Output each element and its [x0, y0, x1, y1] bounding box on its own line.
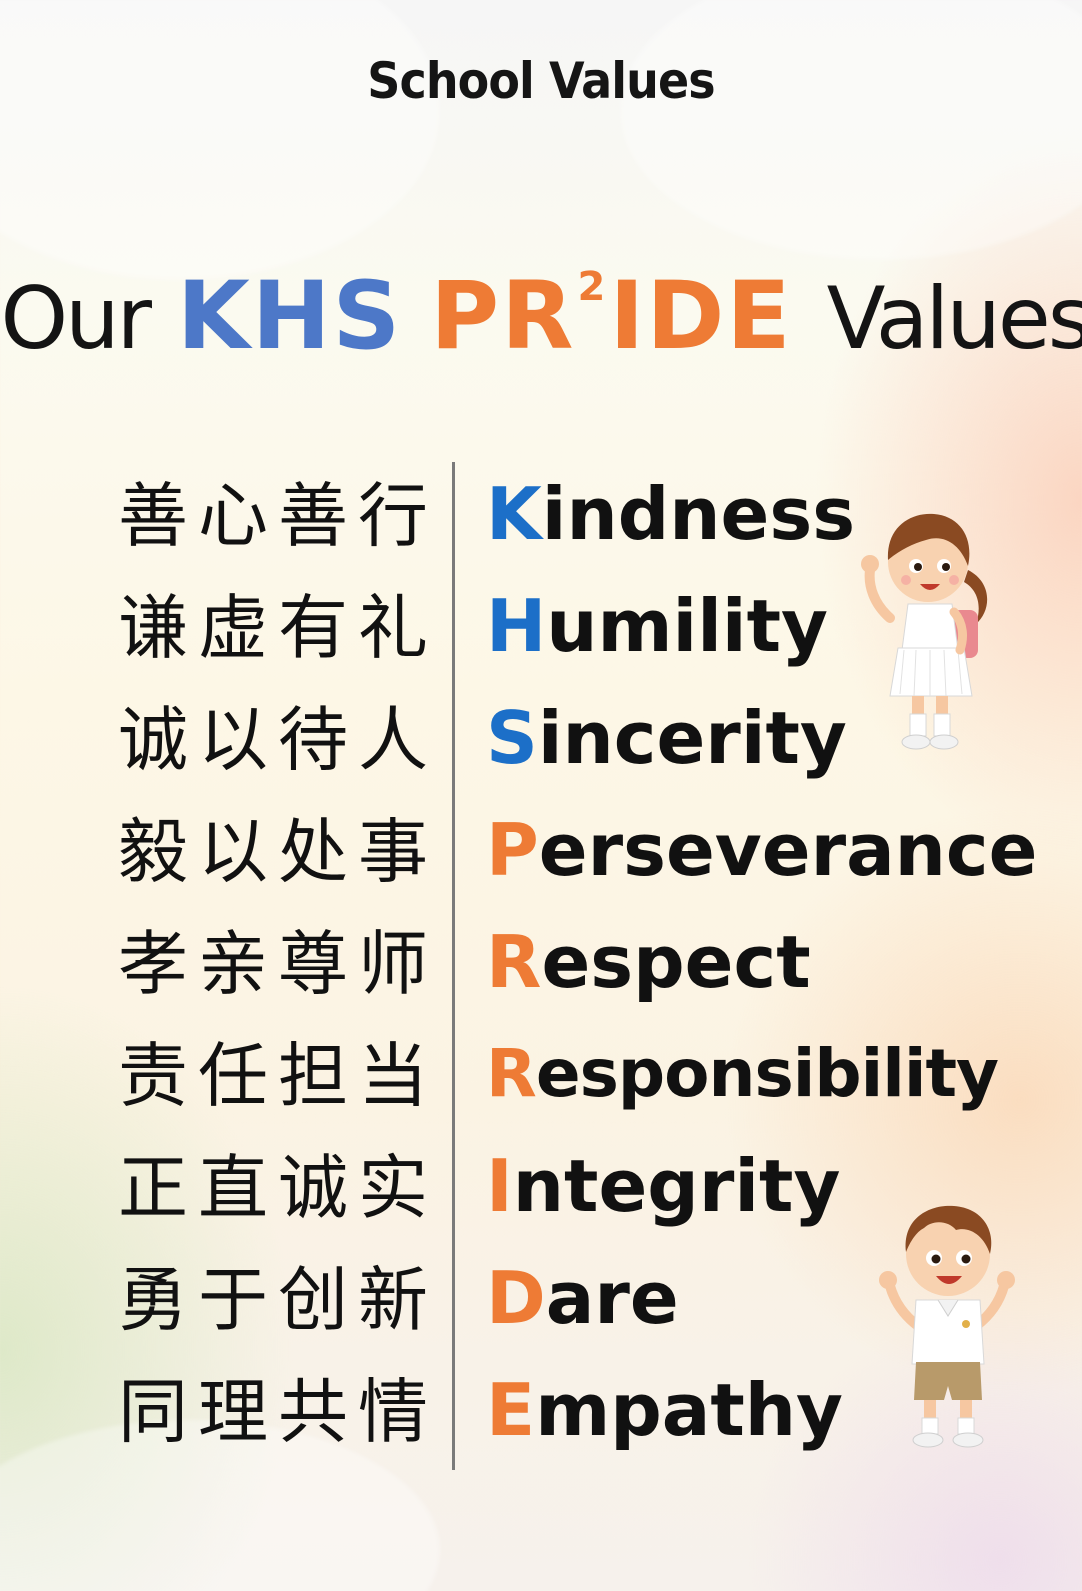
value-chinese: 正直诚实 — [118, 1147, 438, 1229]
value-row: 诚以待人 Sincerity — [0, 684, 1082, 796]
column-divider — [452, 462, 455, 1470]
value-row: 勇于创新 Dare — [0, 1244, 1082, 1356]
value-english: Responsibility — [486, 1032, 999, 1116]
value-row: 同理共情 Empathy — [0, 1356, 1082, 1468]
value-english: Sincerity — [486, 696, 847, 780]
value-initial: P — [486, 808, 539, 892]
boy-illustration — [879, 1205, 1015, 1448]
value-row: 正直诚实 Integrity — [0, 1132, 1082, 1244]
value-rest: espect — [541, 920, 811, 1004]
banner-khs: KHS — [177, 262, 403, 371]
value-initial: R — [486, 1035, 537, 1112]
value-initial: S — [486, 696, 538, 780]
value-initial: I — [486, 1144, 513, 1228]
value-english: Integrity — [486, 1144, 840, 1228]
value-chinese: 责任担当 — [118, 1035, 438, 1117]
banner-pride-superscript: 2 — [577, 264, 608, 310]
value-chinese: 勇于创新 — [118, 1259, 438, 1341]
value-rest: incerity — [537, 696, 847, 780]
value-rest: are — [545, 1256, 679, 1340]
banner-pride-pre: PR — [430, 262, 576, 371]
banner-pride-post: IDE — [609, 262, 793, 371]
value-chinese: 善心善行 — [118, 475, 438, 557]
value-row: 毅以处事 Perseverance — [0, 796, 1082, 908]
value-row: 责任担当 Responsibility — [0, 1020, 1082, 1132]
value-rest: ntegrity — [512, 1144, 841, 1228]
girl-illustration — [861, 513, 988, 750]
pride-banner: Our KHS PR2IDE Values — [0, 262, 1082, 382]
value-initial: H — [486, 584, 547, 668]
value-initial: E — [486, 1368, 536, 1452]
value-chinese: 同理共情 — [118, 1371, 438, 1453]
value-chinese: 谦虚有礼 — [118, 587, 438, 669]
value-row: 孝亲尊师 Respect — [0, 908, 1082, 1020]
value-rest: indness — [541, 472, 856, 556]
value-initial: K — [486, 472, 542, 556]
background-leaf — [0, 0, 440, 280]
value-rest: erseverance — [538, 808, 1038, 892]
value-rest: esponsibility — [535, 1035, 999, 1112]
value-row: 谦虚有礼 Humility — [0, 572, 1082, 684]
value-chinese: 孝亲尊师 — [118, 923, 438, 1005]
value-rest: umility — [546, 584, 828, 668]
value-row: 善心善行 Kindness — [0, 460, 1082, 572]
value-chinese: 诚以待人 — [118, 699, 438, 781]
value-chinese: 毅以处事 — [118, 811, 438, 893]
value-english: Perseverance — [486, 808, 1037, 892]
page-heading: School Values — [367, 52, 715, 110]
value-initial: R — [486, 920, 542, 1004]
value-english: Empathy — [486, 1368, 843, 1452]
banner-our: Our — [0, 269, 152, 369]
banner-values: Values — [826, 269, 1082, 369]
value-initial: D — [486, 1256, 546, 1340]
value-english: Humility — [486, 584, 828, 668]
value-english: Respect — [486, 920, 811, 1004]
value-english: Dare — [486, 1256, 679, 1340]
value-rest: mpathy — [535, 1368, 843, 1452]
banner-pride: PR2IDE — [430, 262, 792, 371]
value-english: Kindness — [486, 472, 855, 556]
background-leaf — [620, 0, 1082, 260]
